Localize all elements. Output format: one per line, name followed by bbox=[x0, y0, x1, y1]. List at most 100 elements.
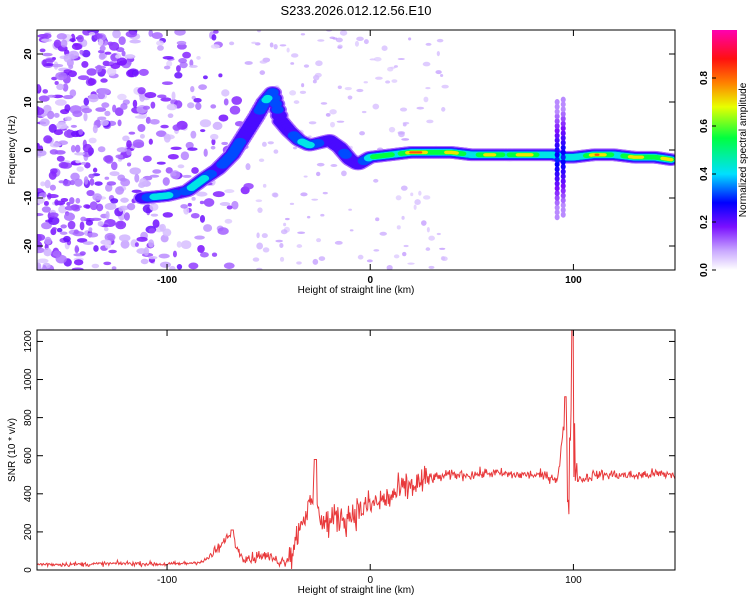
ridge-spike-mark bbox=[560, 163, 566, 170]
noise-blob bbox=[185, 141, 194, 149]
noise-blob bbox=[257, 207, 263, 213]
noise-blob bbox=[126, 140, 132, 149]
noise-blob bbox=[158, 253, 170, 259]
noise-blob bbox=[62, 179, 72, 187]
noise-blob bbox=[436, 38, 444, 43]
y-tick-label: 0 bbox=[23, 567, 34, 573]
noise-blob bbox=[139, 133, 145, 139]
spectrogram-x-label: Height of straight line (km) bbox=[298, 285, 415, 296]
noise-blob bbox=[119, 177, 127, 182]
noise-blob bbox=[58, 205, 67, 214]
y-tick-label: 200 bbox=[23, 523, 34, 540]
noise-blob bbox=[163, 65, 171, 70]
noise-blob bbox=[199, 119, 212, 128]
ridge-spike-mark bbox=[554, 123, 560, 129]
ridge-mark bbox=[601, 153, 607, 157]
noise-blob bbox=[104, 176, 110, 180]
noise-blob bbox=[103, 155, 113, 163]
noise-blob bbox=[149, 203, 159, 211]
noise-blob bbox=[58, 161, 69, 169]
ridge-mark bbox=[263, 94, 273, 102]
noise-blob bbox=[41, 265, 47, 270]
noise-blob bbox=[395, 195, 402, 201]
ridge-mark bbox=[418, 151, 423, 154]
noise-blob bbox=[62, 83, 69, 92]
noise-blob bbox=[178, 58, 188, 64]
noise-blob bbox=[303, 64, 310, 68]
noise-blob bbox=[261, 233, 268, 239]
noise-blob bbox=[47, 110, 55, 120]
colorbar-tick-label: 0.0 bbox=[699, 263, 710, 277]
noise-blob bbox=[60, 39, 68, 48]
noise-blob bbox=[341, 170, 347, 177]
noise-blob bbox=[441, 84, 449, 89]
noise-blob bbox=[303, 175, 308, 178]
noise-blob bbox=[393, 254, 400, 259]
noise-blob bbox=[157, 45, 164, 51]
noise-blob bbox=[188, 262, 199, 270]
noise-blob bbox=[86, 189, 95, 197]
noise-blob bbox=[283, 222, 287, 227]
noise-blob bbox=[160, 124, 169, 129]
noise-blob bbox=[83, 204, 91, 209]
x-tick-label: -100 bbox=[157, 275, 177, 286]
noise-blob bbox=[349, 229, 354, 232]
noise-blob bbox=[279, 256, 285, 262]
noise-blob bbox=[348, 208, 352, 211]
noise-blob bbox=[97, 33, 103, 39]
noise-blob bbox=[79, 251, 86, 256]
noise-blob bbox=[79, 221, 85, 231]
noise-blob bbox=[356, 88, 364, 93]
noise-blob bbox=[203, 198, 215, 207]
noise-blob bbox=[56, 227, 63, 233]
ridge-mark bbox=[163, 191, 174, 199]
noise-blob bbox=[162, 55, 174, 60]
ridge-spike-mark bbox=[554, 209, 560, 216]
snr-y-label: SNR (10 * v/v) bbox=[7, 418, 18, 482]
colorbar-tick-label: 0.6 bbox=[699, 119, 710, 133]
ridge-spike-mark bbox=[554, 171, 560, 177]
ridge-mark bbox=[204, 169, 217, 178]
noise-blob bbox=[219, 201, 231, 206]
noise-blob bbox=[70, 145, 76, 153]
noise-blob bbox=[74, 178, 83, 187]
noise-blob bbox=[104, 232, 116, 242]
noise-blob bbox=[187, 147, 198, 151]
ridge-spike-mark bbox=[554, 185, 560, 192]
noise-blob bbox=[37, 262, 42, 270]
noise-blob bbox=[440, 73, 444, 77]
noise-blob bbox=[79, 49, 84, 55]
noise-blob bbox=[64, 116, 72, 122]
noise-blob bbox=[151, 32, 163, 39]
noise-blob bbox=[396, 225, 401, 230]
noise-blob bbox=[218, 73, 223, 78]
noise-blob bbox=[64, 205, 76, 211]
noise-blob bbox=[198, 84, 208, 90]
noise-blob bbox=[300, 192, 308, 197]
ridge-mark bbox=[498, 152, 506, 158]
noise-blob bbox=[115, 186, 125, 195]
noise-blob bbox=[425, 42, 432, 46]
noise-blob bbox=[187, 202, 192, 207]
noise-blob bbox=[163, 133, 171, 143]
noise-blob bbox=[37, 149, 47, 157]
noise-blob bbox=[416, 106, 425, 110]
noise-blob bbox=[89, 178, 95, 186]
noise-blob bbox=[54, 150, 66, 155]
noise-blob bbox=[413, 204, 417, 210]
ridge-spike-mark bbox=[554, 137, 560, 144]
noise-blob bbox=[70, 124, 77, 128]
noise-blob bbox=[116, 147, 128, 153]
ridge-spike-mark bbox=[560, 144, 566, 151]
noise-blob bbox=[104, 240, 112, 249]
ridge-spike-mark bbox=[560, 139, 566, 146]
noise-blob bbox=[39, 118, 50, 127]
noise-blob bbox=[104, 110, 111, 117]
noise-blob bbox=[101, 102, 110, 108]
noise-blob bbox=[176, 264, 183, 270]
ridge-spike-mark bbox=[554, 147, 560, 153]
noise-blob bbox=[421, 220, 427, 226]
noise-blob bbox=[297, 231, 306, 235]
noise-blob bbox=[167, 113, 174, 119]
